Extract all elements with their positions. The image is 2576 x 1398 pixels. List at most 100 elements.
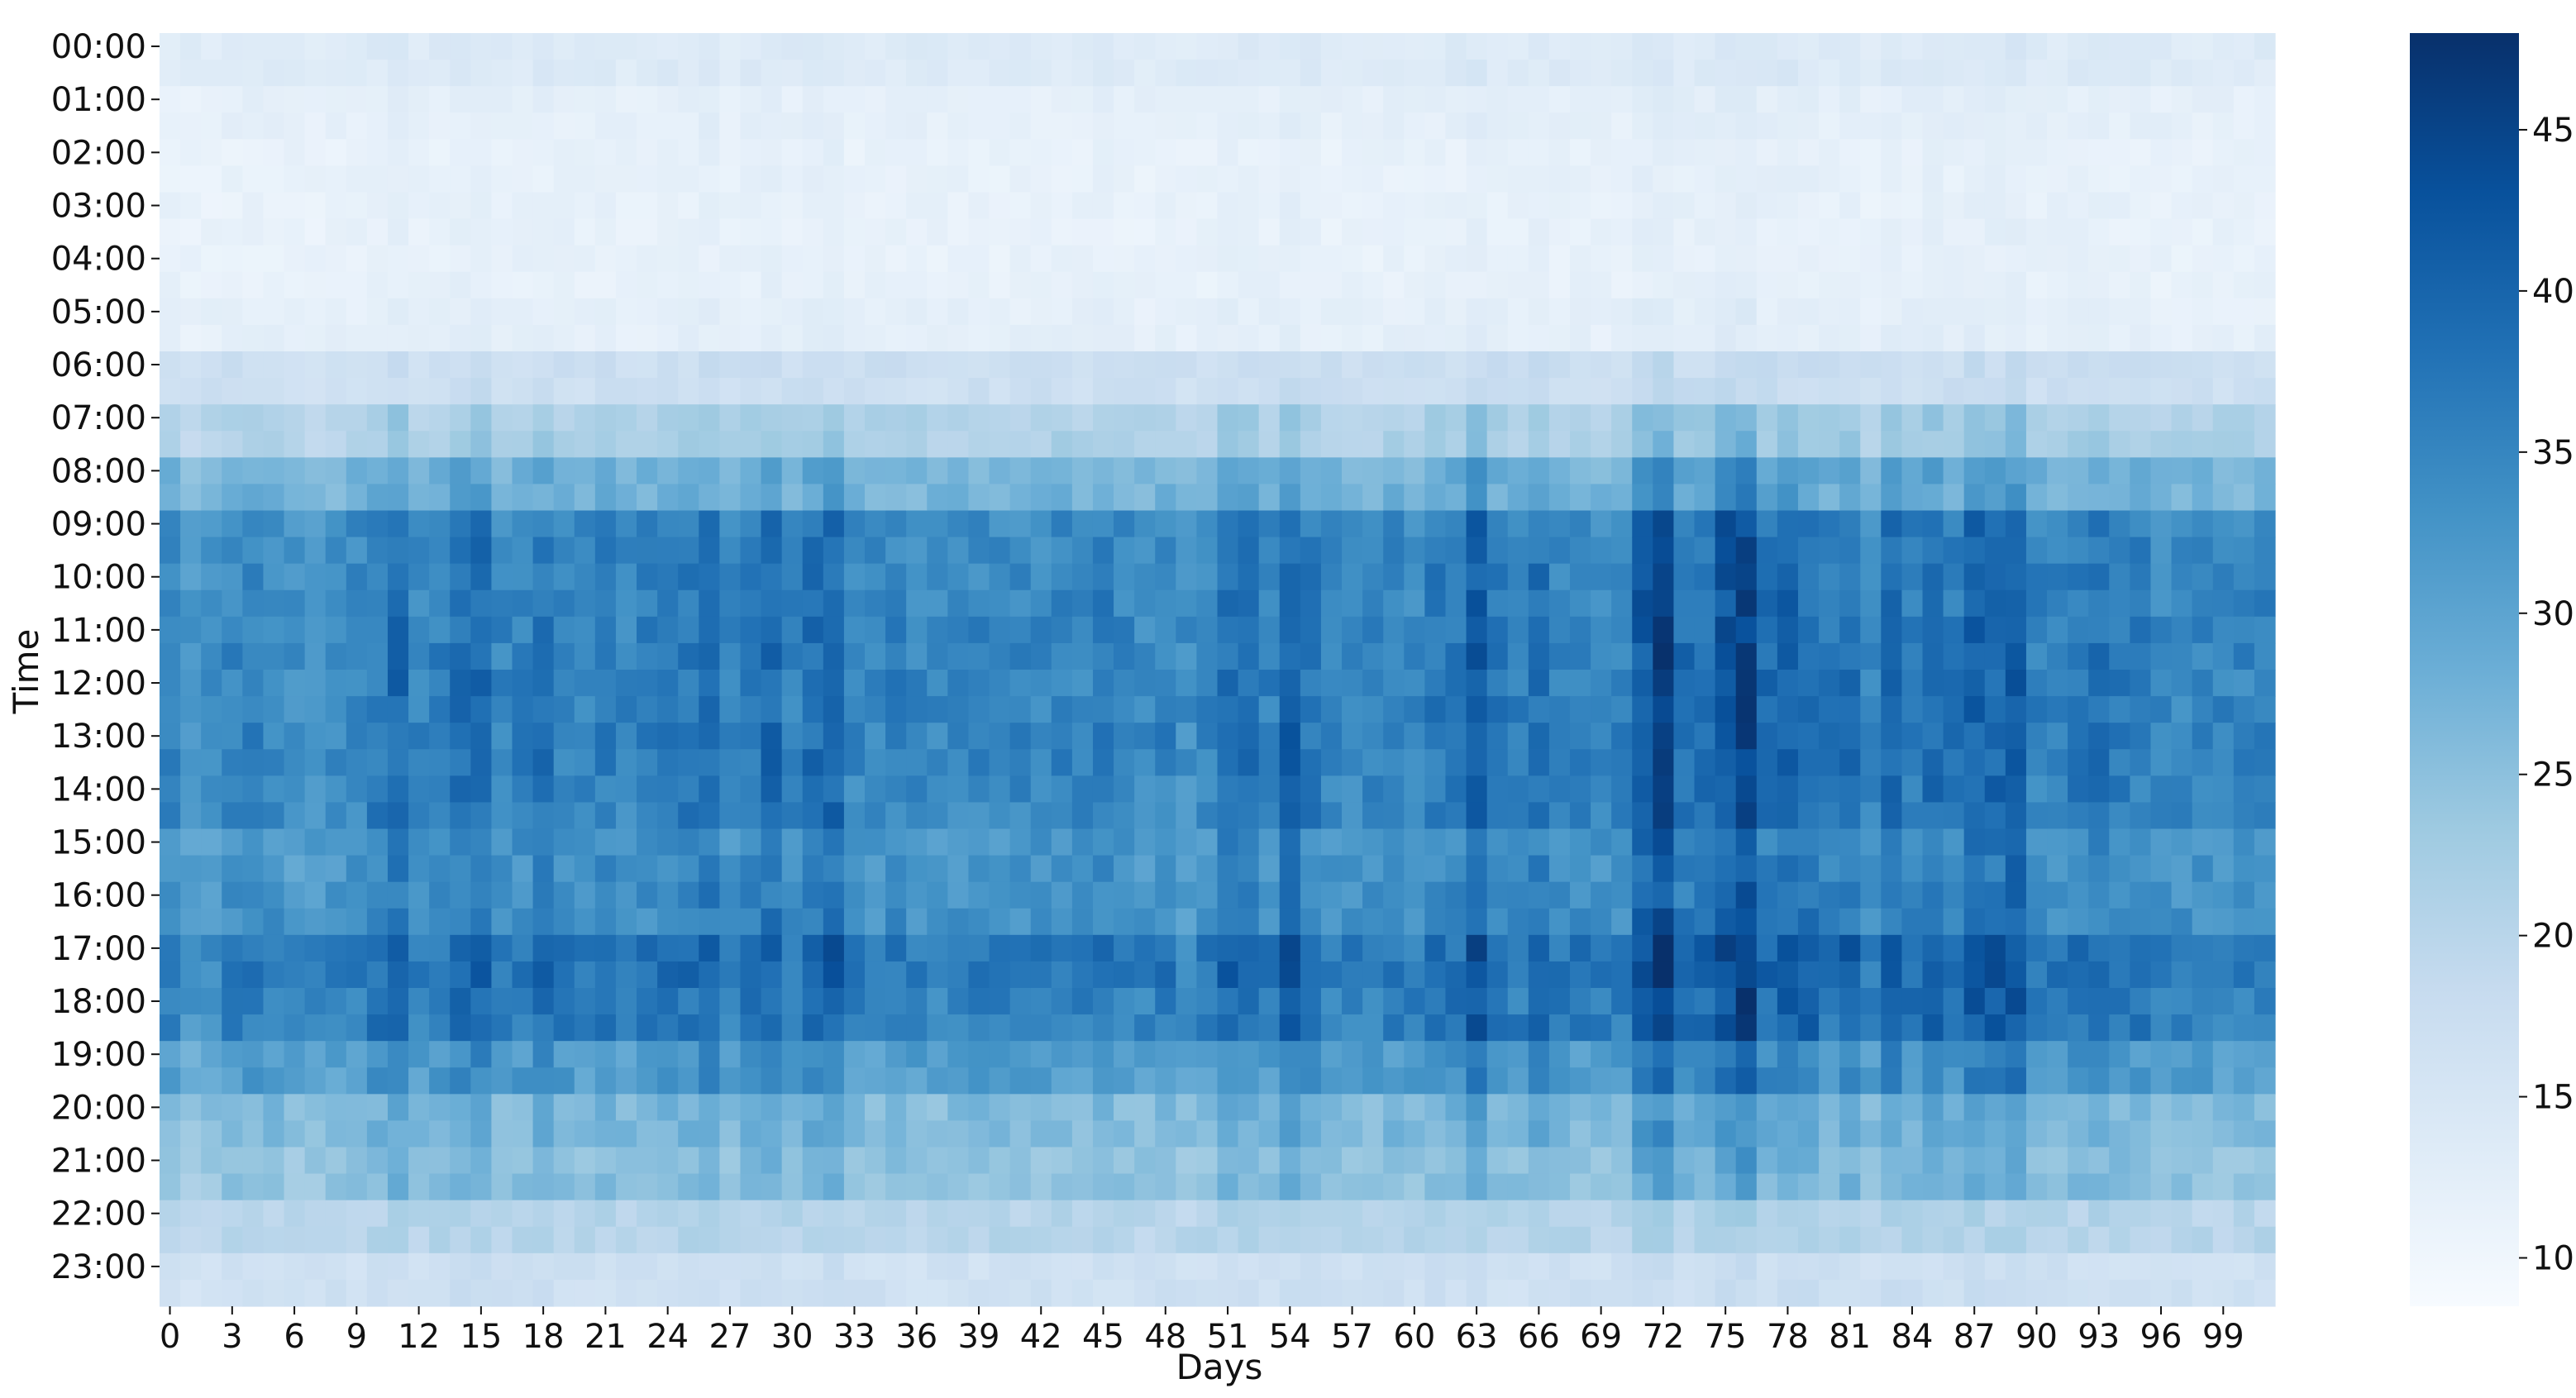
heatmap-cell — [1342, 1067, 1363, 1095]
heatmap-cell — [263, 589, 285, 618]
heatmap-cell — [823, 802, 845, 830]
heatmap-cell — [2005, 86, 2027, 113]
heatmap-cell — [740, 86, 762, 113]
heatmap-cell — [2025, 431, 2048, 458]
heatmap-cell — [160, 1014, 181, 1042]
heatmap-cell — [761, 139, 783, 167]
heatmap-cell — [1632, 324, 1653, 352]
heatmap-cell — [2068, 749, 2089, 776]
heatmap-cell — [1797, 1279, 1820, 1307]
heatmap-cell — [885, 1067, 907, 1095]
heatmap-cell — [470, 1067, 493, 1095]
heatmap-cell — [927, 351, 948, 379]
heatmap-cell — [1591, 324, 1612, 352]
heatmap-cell — [1673, 218, 1696, 246]
heatmap-cell — [1943, 33, 1965, 60]
heatmap-cell — [1486, 1226, 1509, 1254]
heatmap-cell — [2171, 1173, 2193, 1201]
heatmap-cell — [1591, 1279, 1612, 1307]
heatmap-cell — [2005, 112, 2027, 140]
heatmap-cell — [1155, 670, 1176, 697]
heatmap-cell — [1653, 881, 1675, 909]
heatmap-cell — [1176, 510, 1198, 538]
heatmap-cell — [2005, 404, 2027, 432]
heatmap-cell — [1673, 1094, 1696, 1122]
heatmap-cell — [1176, 218, 1198, 246]
heatmap-cell — [1424, 192, 1447, 220]
heatmap-cell — [2171, 616, 2193, 644]
heatmap-cell — [1715, 192, 1737, 220]
heatmap-cell — [1984, 1067, 2006, 1095]
heatmap-cell — [1176, 431, 1198, 458]
heatmap-cell — [1009, 192, 1032, 220]
heatmap-cell — [1238, 218, 1260, 246]
heatmap-cell — [1632, 881, 1653, 909]
heatmap-cell — [1176, 404, 1198, 432]
heatmap-cell — [699, 1200, 720, 1228]
heatmap-cell — [2212, 431, 2235, 458]
heatmap-cell — [1051, 1014, 1073, 1042]
heatmap-cell — [346, 404, 368, 432]
heatmap-cell — [802, 33, 824, 60]
heatmap-cell — [1155, 642, 1176, 670]
heatmap-cell — [1155, 112, 1176, 140]
heatmap-cell — [553, 1252, 575, 1281]
heatmap-cell — [1383, 378, 1405, 405]
heatmap-cell — [160, 431, 181, 458]
heatmap-cell — [1797, 457, 1820, 485]
heatmap-cell — [160, 1041, 181, 1068]
heatmap-cell — [450, 33, 471, 60]
heatmap-cell — [2025, 351, 2048, 379]
heatmap-cell — [1176, 749, 1198, 776]
heatmap-cell — [1570, 775, 1591, 804]
heatmap-cell — [263, 324, 285, 352]
heatmap-cell — [1839, 934, 1861, 962]
heatmap-cell — [657, 324, 679, 352]
heatmap-cell — [1653, 855, 1675, 883]
heatmap-cell — [1528, 404, 1550, 432]
heatmap-cell — [699, 1147, 720, 1175]
heatmap-cell — [470, 1147, 493, 1175]
heatmap-cell — [1735, 1252, 1758, 1281]
heatmap-cell — [1922, 961, 1944, 989]
heatmap-cell — [1342, 1252, 1363, 1281]
heatmap-cell — [885, 112, 907, 140]
heatmap-cell — [222, 1147, 243, 1175]
heatmap-cell — [1591, 1200, 1612, 1228]
heatmap-cell — [2130, 324, 2152, 352]
heatmap-cell — [263, 642, 285, 670]
heatmap-cell — [1383, 1147, 1405, 1175]
heatmap-cell — [1217, 1200, 1239, 1228]
heatmap-cell — [843, 1147, 866, 1175]
heatmap-cell — [346, 1147, 368, 1175]
heatmap-cell — [1735, 484, 1758, 512]
heatmap-cell — [1715, 696, 1737, 723]
heatmap-cell — [1570, 457, 1591, 485]
heatmap-cell — [180, 1226, 202, 1254]
heatmap-cell — [2254, 1041, 2276, 1068]
heatmap-cell — [1507, 828, 1529, 856]
heatmap-cell — [1466, 1200, 1488, 1228]
heatmap-cell — [719, 510, 742, 538]
heatmap-cell — [1486, 245, 1509, 273]
heatmap-cell — [1362, 271, 1384, 299]
heatmap-cell — [615, 961, 637, 989]
heatmap-cell — [2068, 218, 2089, 246]
heatmap-cell — [657, 1014, 679, 1042]
heatmap-cell — [222, 589, 243, 618]
heatmap-cell — [1114, 271, 1135, 299]
heatmap-cell — [2212, 1014, 2235, 1042]
heatmap-cell — [366, 696, 389, 723]
heatmap-cell — [1404, 192, 1425, 220]
heatmap-cell — [1611, 510, 1633, 538]
heatmap-cell — [1176, 1067, 1198, 1095]
heatmap-cell — [2005, 431, 2027, 458]
heatmap-cell — [2109, 988, 2130, 1015]
heatmap-cell — [947, 1041, 970, 1068]
heatmap-cell — [1009, 457, 1032, 485]
heatmap-cell — [2088, 165, 2110, 193]
heatmap-cell — [160, 404, 181, 432]
heatmap-cell — [1528, 589, 1550, 618]
heatmap-cell — [1155, 457, 1176, 485]
heatmap-cell — [906, 165, 928, 193]
